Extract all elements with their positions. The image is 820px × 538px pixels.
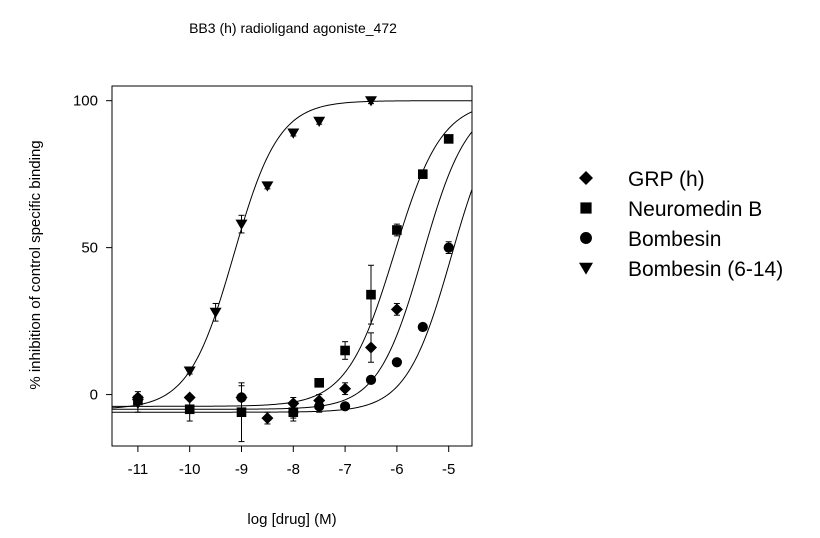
data-point	[365, 374, 377, 385]
data-point	[314, 378, 324, 388]
data-point	[391, 357, 402, 368]
data-point	[339, 401, 351, 412]
x-tick-label: -6	[390, 461, 403, 478]
data-point	[313, 116, 326, 127]
data-point	[364, 96, 377, 107]
x-tick-label: -7	[338, 461, 351, 478]
series-bombesin	[112, 189, 472, 419]
data-point	[184, 404, 195, 415]
y-tick-label: 0	[90, 387, 98, 404]
data-point	[288, 407, 299, 418]
legend-label: Neuromedin B	[628, 198, 762, 221]
data-point	[314, 401, 325, 412]
data-point	[443, 242, 454, 253]
x-tick-label: -5	[442, 461, 455, 478]
data-point	[261, 412, 274, 425]
legend-marker	[580, 202, 592, 214]
data-point	[392, 225, 402, 235]
data-point	[390, 303, 403, 316]
x-tick-label: -11	[128, 461, 149, 478]
data-point	[235, 219, 248, 230]
y-tick-label: 50	[81, 240, 98, 257]
fit-curve	[112, 111, 472, 407]
data-point	[287, 128, 300, 139]
x-tick-label: -9	[235, 461, 248, 478]
data-point	[366, 289, 376, 300]
data-point	[364, 341, 377, 354]
data-point	[131, 398, 144, 410]
plot-frame	[111, 85, 473, 447]
fit-curve	[112, 189, 472, 413]
legend-item: GRP (h)	[579, 168, 705, 191]
series-neuromedin-b	[112, 111, 472, 443]
y-tick-label: 100	[73, 93, 98, 110]
legend-label: Bombesin (6-14)	[628, 258, 783, 281]
x-axis: -11 -10 -9 -8 -7 -6 -5	[128, 446, 455, 478]
y-axis: 0 50 100	[73, 93, 112, 404]
data-point	[417, 169, 428, 179]
data-point	[339, 382, 352, 395]
data-point	[261, 181, 274, 192]
legend-label: Bombesin	[628, 228, 721, 251]
series-bombesin-6-14	[112, 96, 472, 413]
legend-label: GRP (h)	[628, 168, 705, 191]
data-point	[236, 392, 247, 403]
data-point	[443, 134, 454, 144]
y-axis-label: % inhibition of control specific binding	[27, 140, 44, 389]
data-point	[183, 366, 196, 377]
data-point	[209, 307, 222, 318]
legend-marker	[579, 262, 593, 275]
plot-area	[111, 85, 473, 447]
fit-curve	[112, 100, 472, 409]
x-axis-label: log [drug] (M)	[247, 511, 336, 528]
x-tick-label: -10	[179, 461, 201, 478]
data-point	[417, 321, 428, 333]
x-tick-label: -8	[287, 461, 300, 478]
legend: GRP (h) Neuromedin B Bombesin Bombesin (6-1…	[579, 168, 783, 281]
legend-marker	[579, 171, 593, 185]
data-point	[340, 345, 350, 356]
legend-item: Neuromedin B	[580, 198, 762, 221]
legend-item: Bombesin	[580, 228, 721, 251]
chart-title: BB3 (h) radioligand agoniste_472	[189, 20, 397, 36]
legend-marker	[580, 232, 592, 244]
legend-item: Bombesin (6-14)	[579, 258, 783, 281]
